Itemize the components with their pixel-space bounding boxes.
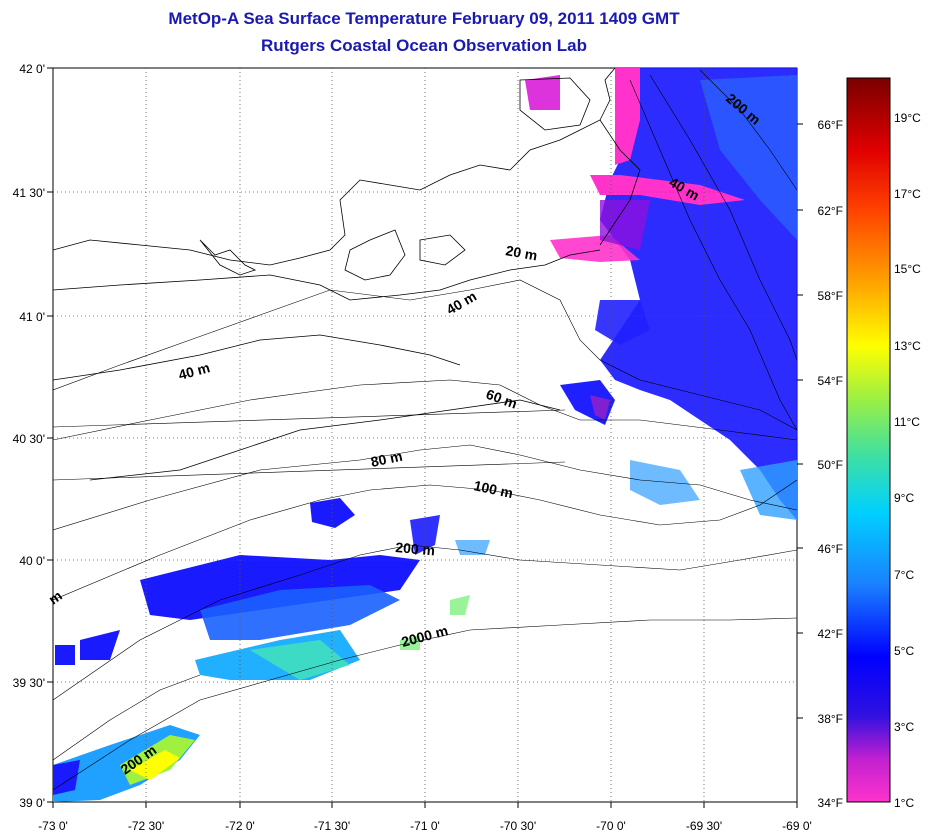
lon-label: -70 0' [596, 819, 626, 833]
lon-label: -72 30' [128, 819, 164, 833]
lat-label: 41 0' [19, 310, 45, 324]
celsius-labels: 19°C 17°C 15°C 13°C 11°C 9°C 7°C 5°C 3°C… [894, 111, 921, 810]
celsius-label: 5°C [894, 644, 914, 658]
frame-ticks [47, 67, 803, 808]
contour-label: 20 m [504, 242, 538, 263]
graticule [53, 68, 797, 802]
lon-label: -69 0' [782, 819, 812, 833]
contour-label: 80 m [369, 448, 404, 470]
lat-label: 41 30' [13, 186, 45, 200]
celsius-label: 7°C [894, 568, 914, 582]
celsius-label: 13°C [894, 339, 921, 353]
lat-label: 42 0' [19, 62, 45, 76]
lon-label: -71 30' [314, 819, 350, 833]
fahrenheit-label: 62°F [818, 204, 843, 218]
celsius-label: 11°C [894, 415, 920, 429]
latitude-labels: 42 0' 41 30' 41 0' 40 30' 40 0' 39 30' 3… [13, 62, 45, 810]
fahrenheit-label: 42°F [818, 627, 843, 641]
fahrenheit-label: 66°F [818, 118, 843, 132]
longitude-labels: -73 0' -72 30' -72 0' -71 30' -71 0' -70… [38, 819, 812, 833]
coastline [53, 68, 641, 481]
lon-label: -70 30' [500, 819, 536, 833]
celsius-label: 9°C [894, 491, 914, 505]
lat-label: 40 30' [13, 432, 45, 446]
contour-label: 40 m [177, 359, 212, 383]
lon-label: -72 0' [225, 819, 255, 833]
lat-label: 39 0' [19, 796, 45, 810]
celsius-label: 15°C [894, 262, 921, 276]
lat-label: 39 30' [13, 676, 45, 690]
map-title: MetOp-A Sea Surface Temperature February… [168, 9, 680, 28]
lon-label: -73 0' [38, 819, 68, 833]
lon-label: -71 0' [410, 819, 440, 833]
celsius-label: 19°C [894, 111, 921, 125]
colorbar [846, 77, 891, 803]
celsius-label: 1°C [894, 796, 914, 810]
fahrenheit-label: 34°F [818, 796, 843, 810]
fahrenheit-label: 58°F [818, 289, 843, 303]
lat-label: 40 0' [19, 554, 45, 568]
fahrenheit-label: 38°F [818, 712, 843, 726]
fahrenheit-label: 46°F [818, 542, 843, 556]
contour-label: 200 m [395, 539, 436, 558]
celsius-label: 3°C [894, 720, 914, 734]
lon-label: -69 30' [686, 819, 722, 833]
celsius-label: 17°C [894, 187, 921, 201]
fahrenheit-label: 50°F [818, 458, 843, 472]
bathymetry-contours [53, 69, 797, 791]
map-subtitle: Rutgers Coastal Ocean Observation Lab [261, 36, 587, 55]
fahrenheit-label: 54°F [818, 374, 843, 388]
fahrenheit-labels: 66°F 62°F 58°F 54°F 50°F 46°F 42°F 38°F … [818, 118, 843, 810]
